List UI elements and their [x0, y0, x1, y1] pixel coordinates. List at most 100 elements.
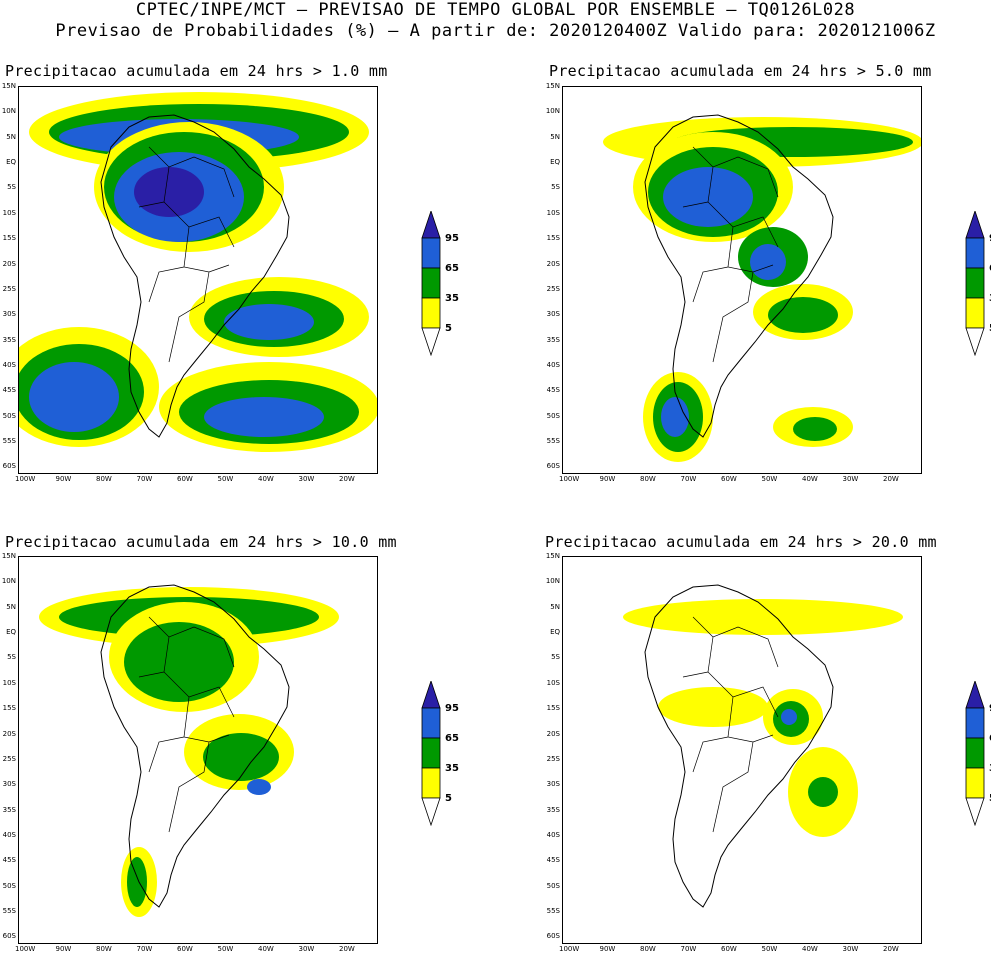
panel-title-20mm: Precipitacao acumulada em 24 hrs > 20.0 …: [545, 533, 937, 551]
latitude-label: 45S: [546, 856, 560, 865]
coastline: [100, 114, 290, 438]
latitude-label: 10S: [2, 208, 16, 217]
latitude-label: 45S: [546, 386, 560, 395]
probability-contour-green: [793, 417, 837, 441]
longitude-label: 70W: [680, 945, 697, 953]
latitude-label: 15S: [2, 234, 16, 243]
latitude-label: 25S: [2, 754, 16, 763]
panel-title-10mm: Precipitacao acumulada em 24 hrs > 10.0 …: [5, 533, 397, 551]
colorbar-level-label: 95: [989, 233, 991, 244]
longitude-label: 50W: [217, 475, 234, 483]
colorbar-level-label: 35: [445, 293, 459, 304]
latitude-label: 15N: [545, 552, 560, 560]
longitude-label: 20W: [339, 475, 355, 483]
latitude-label: 20S: [546, 259, 560, 268]
latitude-label: 5N: [6, 132, 16, 141]
longitude-label: 30W: [842, 945, 859, 953]
precip-probability-map: [623, 584, 903, 908]
colorbar-swatch: [421, 297, 441, 329]
longitude-label: 60W: [177, 945, 193, 953]
latitude-label: 5S: [551, 183, 560, 192]
country-borders: [682, 616, 779, 833]
longitude-label: 50W: [761, 475, 778, 483]
latitude-label: 25S: [546, 284, 560, 293]
map-panel-20mm: [562, 556, 922, 944]
colorbar-swatch: [965, 679, 985, 709]
probability-contour-blue: [661, 397, 689, 437]
latitude-label: 10S: [2, 678, 16, 687]
latitude-label: 30S: [2, 780, 16, 789]
header-line-1: CPTEC/INPE/MCT — PREVISAO DE TEMPO GLOBA…: [135, 0, 856, 20]
colorbar-swatch: [965, 209, 985, 239]
latitude-label: 25S: [546, 754, 560, 763]
latitude-label: EQ: [550, 628, 560, 637]
panel-title-1mm: Precipitacao acumulada em 24 hrs > 1.0 m…: [5, 62, 388, 80]
colorbar-swatches: [965, 679, 985, 827]
colorbar-swatches: [965, 209, 985, 357]
colorbar-swatch: [421, 797, 441, 827]
latitude-label: EQ: [6, 158, 16, 167]
colorbar-swatch: [965, 737, 985, 769]
longitude-label: 40W: [258, 475, 274, 483]
precip-probability-map: [603, 114, 921, 462]
probability-contour-dark-blue: [134, 167, 204, 217]
latitude-label: 35S: [2, 805, 16, 814]
latitude-label: 50S: [546, 881, 560, 890]
colorbar-level-label: 65: [989, 263, 991, 274]
latitude-label: 10N: [1, 577, 16, 586]
longitude-label: 50W: [761, 945, 778, 953]
latitude-label: 15N: [1, 552, 16, 560]
colorbar-level-label: 35: [989, 763, 991, 774]
latitude-label: 5N: [550, 132, 560, 141]
latitude-label: EQ: [550, 158, 560, 167]
probability-contour-blue: [781, 709, 797, 725]
latitude-label: 20S: [2, 729, 16, 738]
probability-contour-blue: [224, 304, 314, 340]
latitude-label: 40S: [2, 830, 16, 839]
latitude-label: 5S: [7, 653, 16, 662]
longitude-label: 70W: [680, 475, 697, 483]
colorbar-swatches: [421, 209, 441, 357]
latitude-label: 60S: [546, 932, 560, 941]
probability-contour-green: [768, 297, 838, 333]
latitude-label: 60S: [546, 462, 560, 471]
latitude-label: 55S: [2, 907, 16, 916]
colorbar-swatch: [421, 267, 441, 299]
latitude-label: 15S: [546, 234, 560, 243]
longitude-label: 90W: [599, 475, 616, 483]
probability-contour-green: [127, 857, 147, 907]
country-borders: [138, 616, 235, 833]
colorbar-swatch: [965, 797, 985, 827]
longitude-label: 20W: [339, 945, 355, 953]
latitude-label: 30S: [2, 310, 16, 319]
latitude-label: 10N: [1, 107, 16, 116]
latitude-label: 5S: [551, 653, 560, 662]
coastline: [644, 114, 834, 438]
longitude-label: 100W: [559, 475, 580, 483]
probability-contour-green: [808, 777, 838, 807]
latitude-label: 5N: [6, 602, 16, 611]
latitude-label: 15N: [545, 82, 560, 90]
probability-contour-blue: [29, 362, 119, 432]
longitude-label: 60W: [721, 475, 737, 483]
latitude-label: 60S: [2, 932, 16, 941]
colorbar-swatch: [965, 767, 985, 799]
latitude-label: 40S: [546, 830, 560, 839]
probability-contour-blue: [204, 397, 324, 437]
longitude-label: 30W: [298, 475, 315, 483]
probability-contour-blue: [247, 779, 271, 795]
colorbar-swatch: [421, 737, 441, 769]
latitude-label: 45S: [2, 386, 16, 395]
colorbar-swatch: [421, 767, 441, 799]
longitude-label: 20W: [883, 475, 899, 483]
colorbar-swatch: [965, 297, 985, 329]
probability-contour-green: [124, 622, 234, 702]
latitude-label: 35S: [2, 335, 16, 344]
colorbar-swatch: [965, 327, 985, 357]
coastline: [100, 584, 290, 908]
latitude-label: 15S: [546, 704, 560, 713]
longitude-label: 30W: [298, 945, 315, 953]
latitude-label: EQ: [6, 628, 16, 637]
longitude-label: 50W: [217, 945, 234, 953]
latitude-label: 35S: [546, 335, 560, 344]
